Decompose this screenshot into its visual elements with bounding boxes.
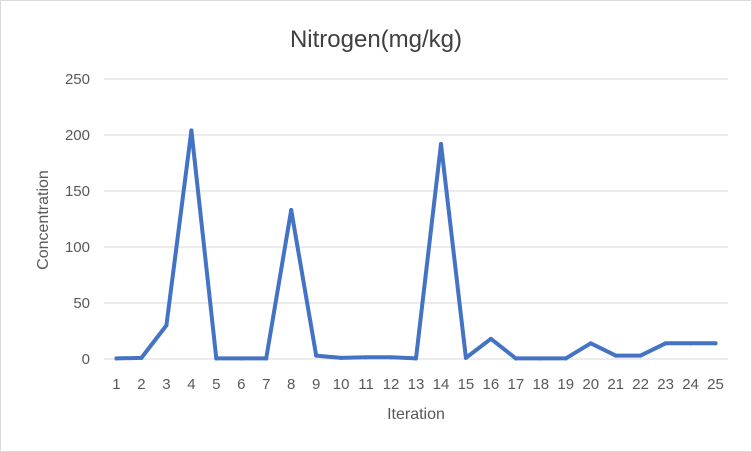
data-point <box>339 355 344 360</box>
x-tick-label: 3 <box>162 376 170 393</box>
y-tick-label: 150 <box>65 183 90 200</box>
data-point <box>563 356 568 361</box>
x-tick-label: 4 <box>187 376 195 393</box>
data-point <box>538 356 543 361</box>
data-point <box>114 356 119 361</box>
data-point <box>364 355 369 360</box>
data-point <box>314 353 319 358</box>
x-tick-label: 5 <box>212 376 220 393</box>
x-tick-label: 15 <box>458 376 475 393</box>
data-point <box>139 355 144 360</box>
data-point <box>438 141 443 146</box>
data-point <box>638 353 643 358</box>
x-tick-label: 7 <box>262 376 270 393</box>
x-tick-label: 2 <box>137 376 145 393</box>
x-tick-label: 14 <box>433 376 450 393</box>
data-point <box>214 356 219 361</box>
data-point <box>239 356 244 361</box>
x-axis-label: Iteration <box>387 406 445 423</box>
data-point <box>588 341 593 346</box>
data-point <box>613 353 618 358</box>
y-tick-label: 250 <box>65 71 90 88</box>
x-tick-label: 18 <box>532 376 549 393</box>
data-point <box>513 356 518 361</box>
x-tick-label: 9 <box>312 376 320 393</box>
data-point <box>488 336 493 341</box>
gridlines <box>104 78 728 360</box>
x-tick-label: 1 <box>112 376 120 393</box>
x-tick-label: 12 <box>383 376 400 393</box>
y-tick-label: 100 <box>65 239 90 256</box>
data-point <box>713 341 718 346</box>
x-tick-label: 13 <box>408 376 425 393</box>
x-tick-label: 8 <box>287 376 295 393</box>
x-axis-ticks: 1 2 3 4 5 6 7 8 9 10 11 12 13 14 15 16 17 18 19 20 21 22 23 24 2… <box>112 376 724 393</box>
x-tick-label: 19 <box>557 376 574 393</box>
x-tick-label: 6 <box>237 376 245 393</box>
data-point <box>264 356 269 361</box>
chart-title: Nitrogen(mg/kg) <box>290 26 462 53</box>
x-tick-label: 22 <box>632 376 649 393</box>
data-point <box>663 341 668 346</box>
x-tick-label: 21 <box>607 376 624 393</box>
data-point <box>389 355 394 360</box>
x-tick-label: 17 <box>507 376 524 393</box>
series-line <box>114 128 718 361</box>
x-tick-label: 20 <box>582 376 599 393</box>
series-layer <box>114 128 718 361</box>
data-point <box>414 356 418 361</box>
x-tick-label: 25 <box>707 376 724 393</box>
x-tick-label: 24 <box>682 376 699 393</box>
data-point <box>164 323 169 328</box>
x-tick-label: 11 <box>358 376 374 393</box>
x-tick-label: 23 <box>657 376 674 393</box>
x-tick-label: 10 <box>333 376 350 393</box>
y-axis-ticks: 0 50 100 150 200 250 <box>65 71 90 368</box>
data-point <box>189 128 194 133</box>
y-axis-label: Concentration <box>35 170 52 270</box>
x-tick-label: 16 <box>483 376 500 393</box>
y-tick-label: 50 <box>73 295 90 312</box>
y-tick-label: 0 <box>82 351 90 368</box>
y-tick-label: 200 <box>65 127 90 144</box>
data-point <box>463 355 468 360</box>
data-point <box>289 208 294 213</box>
data-point <box>688 341 693 346</box>
